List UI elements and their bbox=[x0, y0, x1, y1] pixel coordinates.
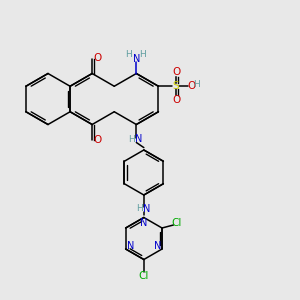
Text: N: N bbox=[127, 241, 134, 251]
Text: N: N bbox=[154, 241, 161, 251]
Text: O: O bbox=[172, 68, 180, 77]
Text: O: O bbox=[187, 81, 196, 91]
Text: N: N bbox=[140, 218, 148, 228]
Text: O: O bbox=[93, 135, 102, 146]
Text: H: H bbox=[128, 135, 135, 144]
Text: N: N bbox=[133, 54, 140, 64]
Text: N: N bbox=[135, 134, 142, 145]
Text: N: N bbox=[142, 203, 150, 214]
Text: Cl: Cl bbox=[139, 271, 149, 281]
Text: H: H bbox=[136, 204, 142, 213]
Text: O: O bbox=[172, 95, 180, 105]
Text: H: H bbox=[125, 50, 132, 59]
Text: Cl: Cl bbox=[172, 218, 182, 229]
Text: S: S bbox=[172, 81, 179, 91]
Text: O: O bbox=[93, 52, 102, 63]
Text: H: H bbox=[193, 80, 200, 89]
Text: H: H bbox=[139, 50, 146, 59]
